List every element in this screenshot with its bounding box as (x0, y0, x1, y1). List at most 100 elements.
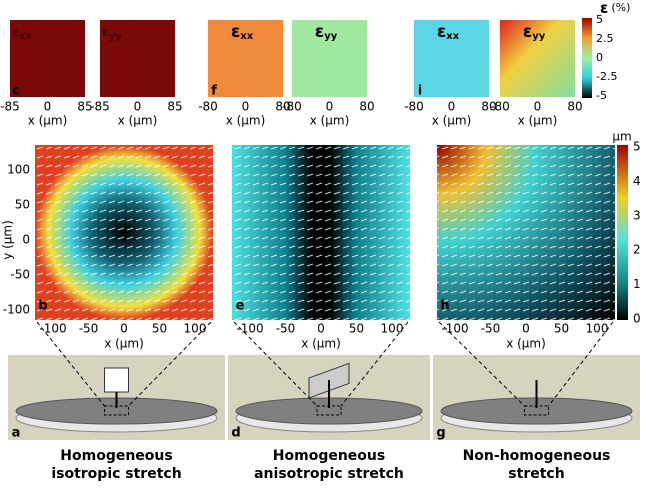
x-tick-label: 0 (522, 322, 530, 336)
x-tick-label: 0 (120, 322, 128, 336)
panel-label: f (211, 84, 217, 99)
panel-label: b (38, 299, 47, 314)
x-tick-label: 0 (134, 100, 142, 114)
y-tick-label: -100 (3, 303, 30, 317)
x-tick-label: 100 (586, 322, 609, 336)
x-tick-label: 0 (44, 100, 52, 114)
x-axis-label: x (μm) (310, 114, 350, 128)
x-tick-label: 100 (184, 322, 207, 336)
y-tick-label: 100 (7, 163, 30, 177)
x-tick-label: 0 (326, 100, 334, 114)
colorbar-tick-label: 0 (633, 312, 641, 326)
x-axis-label: x (μm) (118, 114, 158, 128)
vector-field (437, 145, 615, 320)
component: yy (324, 31, 338, 42)
x-tick-label: 50 (349, 322, 364, 336)
colorbar-tick-label: 2.5 (596, 32, 614, 45)
x-axis-label: x (μm) (301, 337, 341, 351)
x-tick-label: 80 (275, 100, 290, 114)
y-axis-label: y (μm) (1, 220, 15, 260)
x-axis-label: x (μm) (506, 337, 546, 351)
map-title: εyy (102, 25, 122, 43)
guide (340, 321, 409, 407)
colorbar-tick-label: -2.5 (596, 70, 617, 83)
x-tick-label: 85 (77, 100, 92, 114)
colorbar-title: ε (%) (600, 0, 630, 17)
x-axis-label: x (μm) (28, 114, 68, 128)
colorbar-tick-label: 2 (633, 243, 641, 257)
strain-map (208, 20, 283, 97)
x-tick-label: -100 (39, 322, 66, 336)
x-axis-label: x (μm) (226, 114, 266, 128)
x-tick-label: -85 (0, 100, 20, 114)
caption: anisotropic stretch (254, 466, 404, 482)
symbol: ε (523, 22, 532, 42)
x-tick-label: 100 (381, 322, 404, 336)
x-tick-label: 80 (359, 100, 374, 114)
component: xx (446, 31, 459, 42)
x-tick-label: -50 (276, 322, 296, 336)
map-title: εxx (12, 25, 32, 43)
symbol: ε (12, 25, 19, 39)
colorbar-tick-label: 1 (633, 277, 641, 291)
symbol: ε (102, 25, 109, 39)
guide (438, 321, 525, 407)
guide (548, 321, 614, 407)
caption: Homogeneous (60, 448, 172, 464)
map-title: εxx (437, 22, 460, 42)
component: yy (532, 31, 546, 42)
strain-map (100, 20, 175, 97)
x-tick-label: 50 (554, 322, 569, 336)
unit: (%) (611, 1, 630, 14)
component: yy (109, 31, 123, 42)
x-tick-label: 80 (481, 100, 496, 114)
colorbar-unit: μm (612, 130, 631, 144)
strain-map (414, 20, 489, 97)
colorbar-tick-label: 3 (633, 208, 641, 222)
x-tick-label: -100 (441, 322, 468, 336)
colorbar-tick-label: -5 (596, 89, 607, 102)
panel-label: e (236, 299, 245, 314)
x-tick-label: 0 (534, 100, 542, 114)
y-tick-label: 50 (15, 198, 30, 212)
caption: Homogeneous (273, 448, 385, 464)
symbol: ε (600, 0, 608, 17)
panel-label: g (436, 426, 445, 441)
strain-map (500, 20, 575, 97)
symbol: ε (315, 22, 324, 42)
colorbar-tick-label: 4 (633, 174, 641, 188)
guide (36, 321, 105, 407)
x-tick-label: -50 (79, 322, 99, 336)
x-tick-label: -80 (198, 100, 218, 114)
x-tick-label: 0 (317, 322, 325, 336)
panel-label: h (440, 299, 449, 314)
x-tick-label: -85 (90, 100, 110, 114)
panel-label: i (418, 84, 422, 99)
map-title: εyy (315, 22, 338, 42)
x-tick-label: 85 (167, 100, 182, 114)
colorbar-tick-label: 0 (596, 51, 603, 64)
x-tick-label: -80 (282, 100, 302, 114)
symbol: ε (231, 22, 240, 42)
strain-map (10, 20, 85, 97)
x-axis-label: x (μm) (432, 114, 472, 128)
caption: stretch (508, 466, 564, 482)
x-axis-label: x (μm) (518, 114, 558, 128)
vector-field (232, 145, 410, 320)
indenter (104, 367, 129, 393)
panel-label: a (12, 426, 21, 441)
guide (233, 321, 318, 407)
x-tick-label: -80 (490, 100, 510, 114)
x-tick-label: 50 (152, 322, 167, 336)
vector-field (35, 145, 213, 320)
x-axis-label: x (μm) (104, 337, 144, 351)
map-title: εxx (231, 22, 254, 42)
y-tick-label: -50 (10, 268, 30, 282)
y-tick-label: 0 (22, 233, 30, 247)
x-tick-label: 80 (567, 100, 582, 114)
colorbar-tick-label: 5 (633, 140, 641, 154)
panel-label: c (12, 84, 20, 99)
component: xx (19, 31, 32, 42)
x-tick-label: -80 (404, 100, 424, 114)
